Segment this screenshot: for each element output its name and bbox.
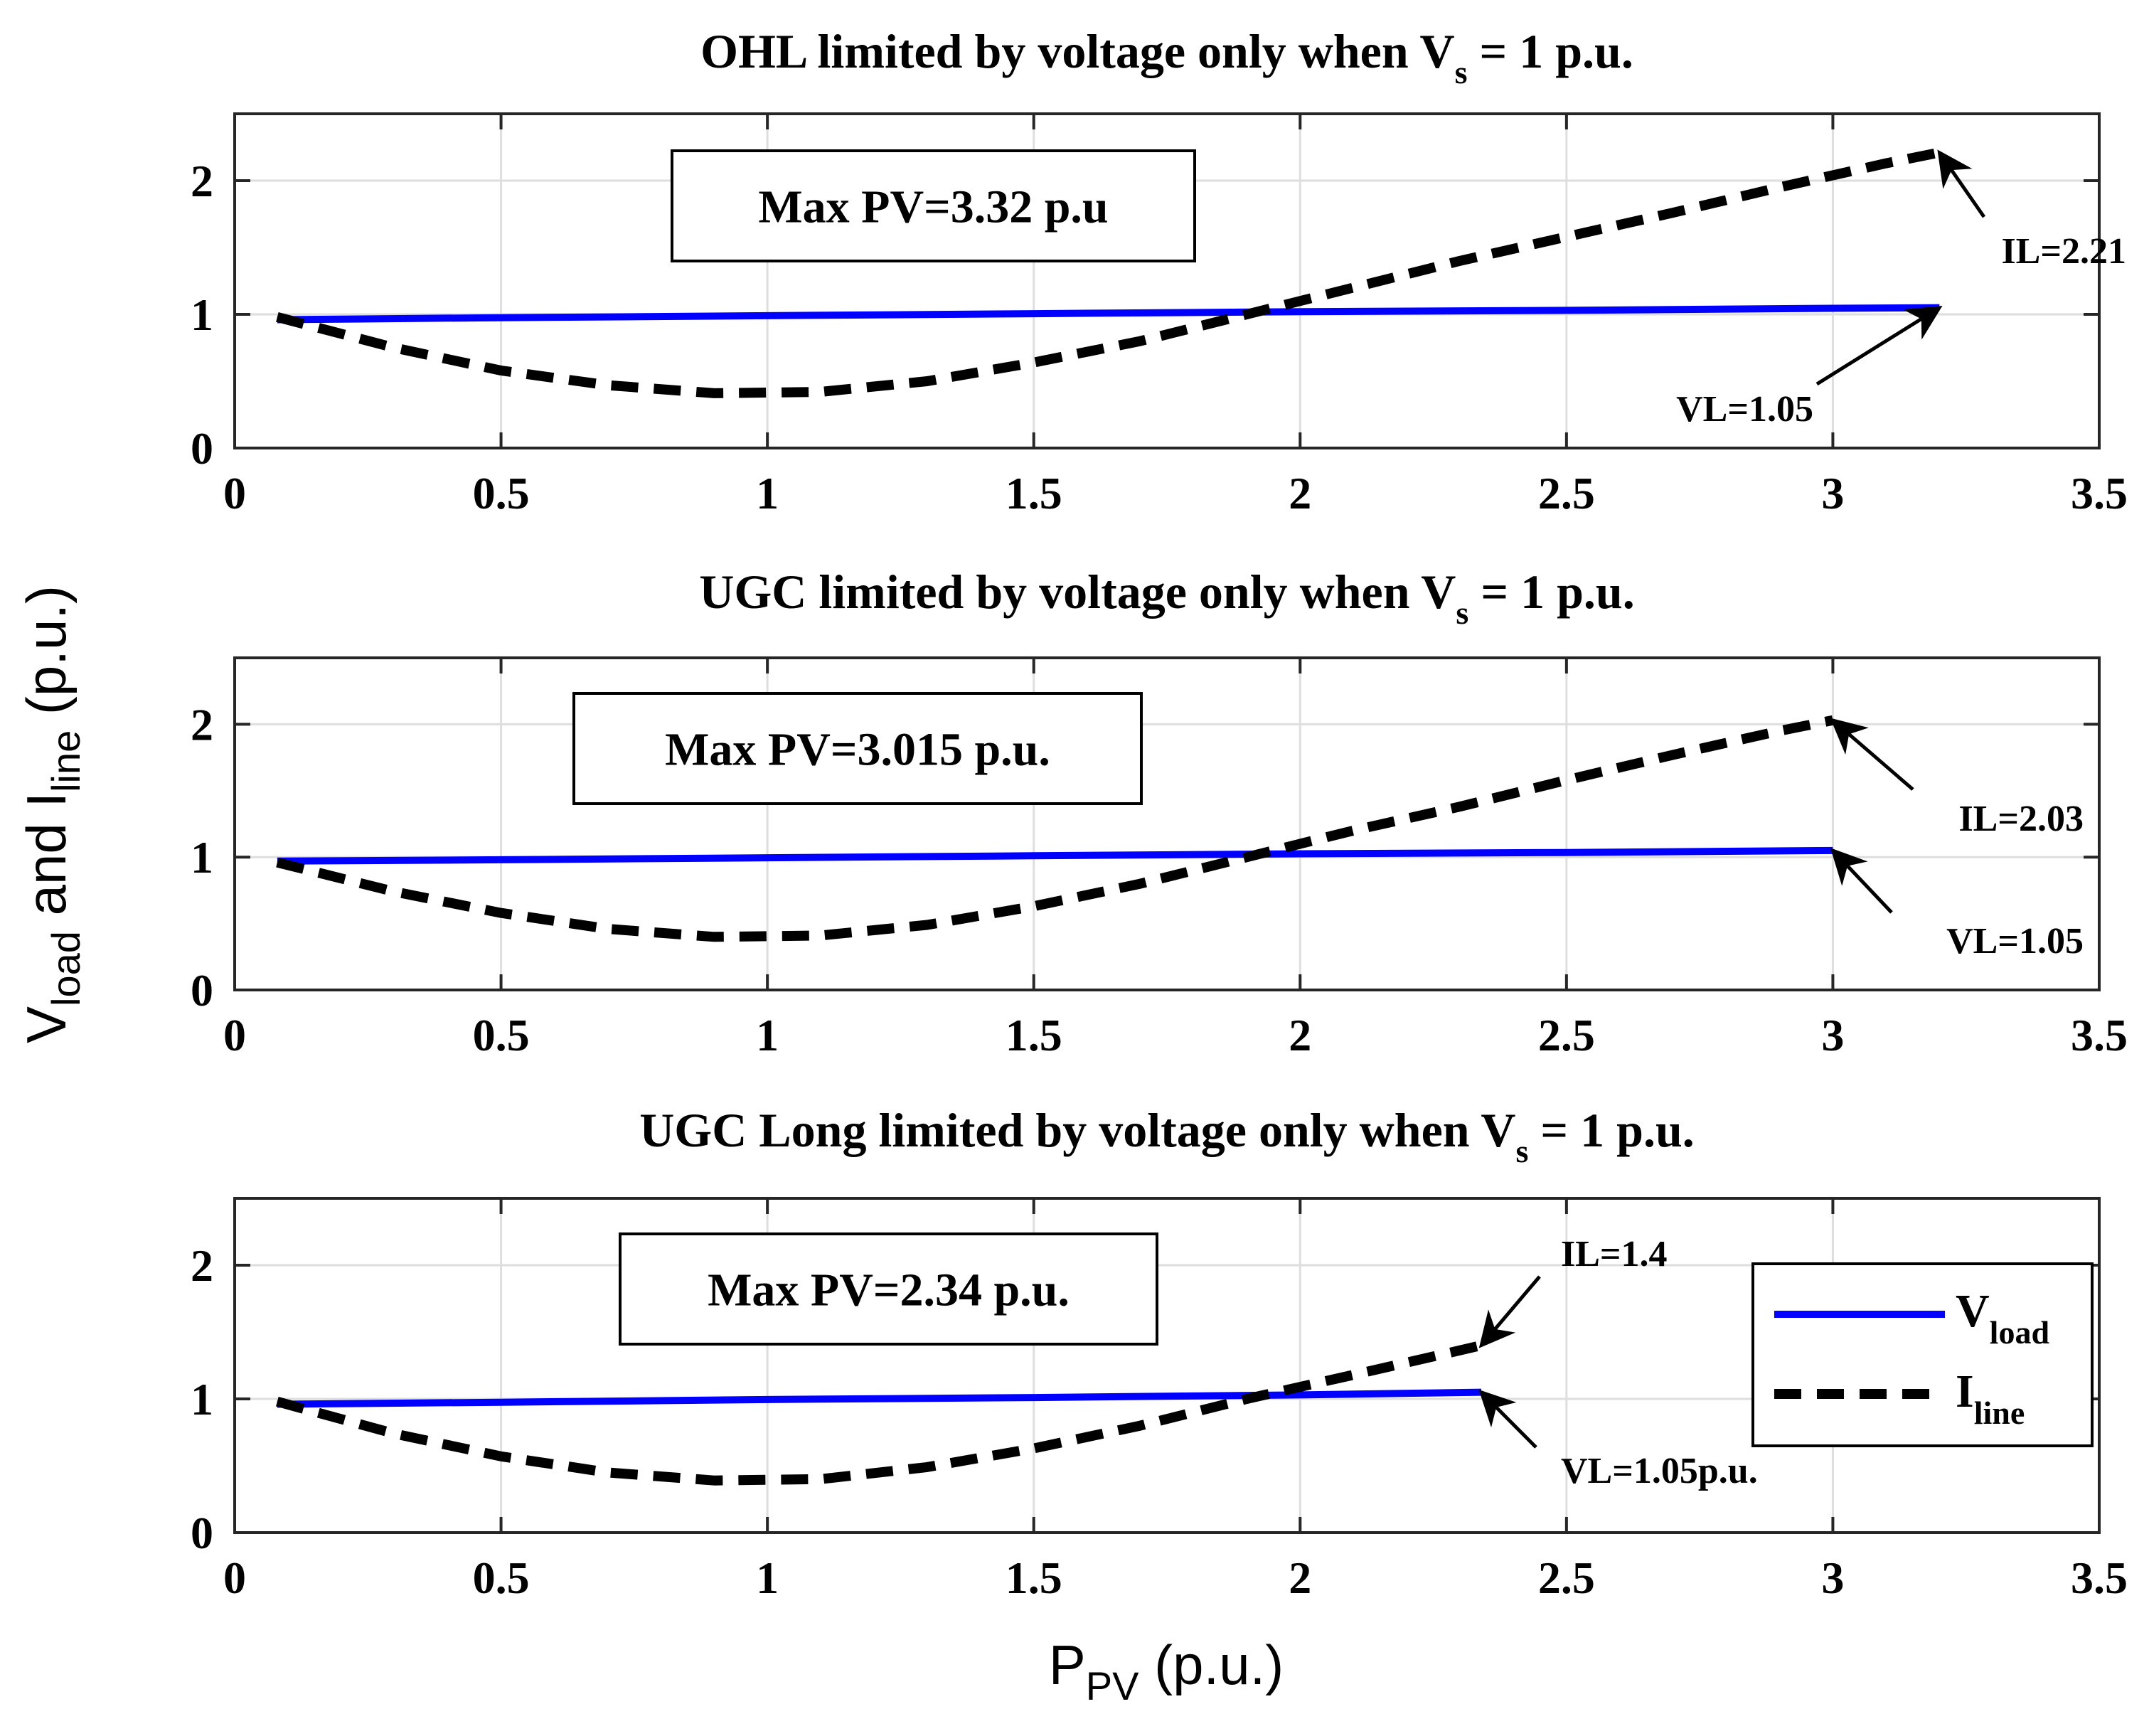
x-tick-label: 2.5 bbox=[1538, 1010, 1595, 1060]
annotation-label: IL=2.03 bbox=[1958, 799, 2084, 839]
y-tick-label: 1 bbox=[191, 832, 213, 883]
panel-title: OHL limited by voltage only when Vs = 1 … bbox=[700, 24, 1633, 90]
x-tick-label: 3.5 bbox=[2071, 1010, 2128, 1060]
panel-ohl: OHL limited by voltage only when Vs = 1 … bbox=[191, 24, 2128, 518]
x-tick-label: 3 bbox=[1821, 1010, 1844, 1060]
panel-ugc-long: UGC Long limited by voltage only when Vs… bbox=[191, 1103, 2128, 1603]
y-tick-label: 2 bbox=[191, 156, 213, 206]
y-tick-label: 0 bbox=[191, 423, 213, 474]
plot-area bbox=[233, 1197, 2101, 1534]
panel-ugc: UGC limited by voltage only when Vs = 1 … bbox=[191, 565, 2128, 1060]
x-tick-label: 2.5 bbox=[1538, 1553, 1595, 1603]
x-tick-label: 0 bbox=[223, 1553, 246, 1603]
max-pv-label: Max PV=3.32 p.u bbox=[758, 181, 1108, 233]
max-pv-box bbox=[619, 1232, 1158, 1346]
annotation-label: VL=1.05 bbox=[1676, 389, 1813, 430]
y-tick-label: 1 bbox=[191, 289, 213, 340]
series-line-iline bbox=[276, 147, 1941, 398]
legend-label-iline: Iline bbox=[1956, 1365, 2025, 1431]
x-tick-label: 2.5 bbox=[1538, 468, 1595, 518]
annotation-label: IL=1.4 bbox=[1561, 1234, 1668, 1274]
max-pv-box bbox=[572, 692, 1143, 805]
y-axis-label: Vload and Iline (p.u.) bbox=[15, 585, 88, 1043]
x-tick-label: 0.5 bbox=[473, 1553, 530, 1603]
annotation-label: VL=1.05p.u. bbox=[1561, 1451, 1758, 1491]
series-line-vload bbox=[277, 1388, 1482, 1408]
plot-area bbox=[233, 656, 2101, 991]
annotation-arrow bbox=[1830, 848, 1893, 914]
max-pv-box bbox=[671, 149, 1196, 262]
annotation-arrow bbox=[1830, 718, 1914, 791]
y-tick-label: 0 bbox=[191, 1508, 213, 1558]
annotation-arrow bbox=[1815, 305, 1943, 386]
x-tick-label: 2 bbox=[1289, 1553, 1311, 1603]
x-tick-label: 3 bbox=[1821, 1553, 1844, 1603]
legend: Vload Iline bbox=[1751, 1262, 2094, 1447]
x-tick-label: 3.5 bbox=[2071, 1553, 2128, 1603]
annotation-arrow bbox=[1937, 149, 1986, 218]
max-pv-label: Max PV=2.34 p.u. bbox=[708, 1264, 1070, 1316]
x-tick-label: 0.5 bbox=[473, 468, 530, 518]
legend-label-vload: Vload bbox=[1956, 1285, 2049, 1351]
x-tick-label: 3.5 bbox=[2071, 468, 2128, 518]
series-line-iline bbox=[276, 715, 1834, 942]
x-tick-label: 1 bbox=[756, 468, 779, 518]
legend-box bbox=[1751, 1262, 2094, 1447]
x-tick-label: 2 bbox=[1289, 468, 1311, 518]
x-tick-label: 1 bbox=[756, 1553, 779, 1603]
x-tick-label: 0 bbox=[223, 1010, 246, 1060]
y-tick-label: 2 bbox=[191, 699, 213, 750]
plot-area bbox=[233, 112, 2101, 449]
series-line-vload bbox=[277, 304, 1940, 324]
x-tick-label: 0 bbox=[223, 468, 246, 518]
x-tick-label: 1 bbox=[756, 1010, 779, 1060]
x-tick-label: 1.5 bbox=[1006, 1010, 1062, 1060]
annotation-arrow bbox=[1478, 1390, 1537, 1449]
x-tick-label: 0.5 bbox=[473, 1010, 530, 1060]
panel-title: UGC Long limited by voltage only when Vs… bbox=[639, 1103, 1695, 1169]
x-tick-label: 3 bbox=[1821, 468, 1844, 518]
x-tick-label: 1.5 bbox=[1006, 468, 1062, 518]
max-pv-label: Max PV=3.015 p.u. bbox=[665, 724, 1050, 776]
annotation-label: VL=1.05 bbox=[1946, 921, 2084, 962]
x-tick-label: 1.5 bbox=[1006, 1553, 1062, 1603]
y-tick-label: 1 bbox=[191, 1374, 213, 1425]
series-line-vload bbox=[277, 846, 1833, 865]
annotation-label: IL=2.21 bbox=[2001, 231, 2126, 272]
panel-title: UGC limited by voltage only when Vs = 1 … bbox=[699, 565, 1634, 631]
y-tick-label: 2 bbox=[191, 1240, 213, 1291]
y-tick-label: 0 bbox=[191, 965, 213, 1016]
series-line-iline bbox=[276, 1340, 1483, 1486]
x-tick-label: 2 bbox=[1289, 1010, 1311, 1060]
annotation-arrow bbox=[1478, 1275, 1541, 1348]
x-axis-label: PPV (p.u.) bbox=[1049, 1634, 1284, 1708]
